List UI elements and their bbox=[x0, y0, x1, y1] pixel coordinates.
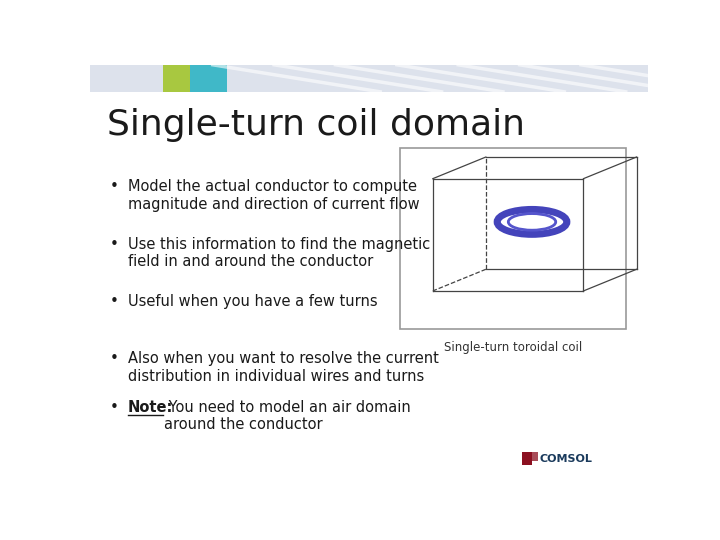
Text: Single-turn coil domain: Single-turn coil domain bbox=[107, 109, 525, 143]
FancyBboxPatch shape bbox=[90, 65, 648, 92]
Text: Single-turn toroidal coil: Single-turn toroidal coil bbox=[444, 341, 582, 354]
FancyBboxPatch shape bbox=[400, 148, 626, 329]
Text: Also when you want to resolve the current
distribution in individual wires and t: Also when you want to resolve the curren… bbox=[128, 352, 438, 384]
Text: Note:: Note: bbox=[128, 400, 174, 415]
Ellipse shape bbox=[508, 214, 556, 230]
FancyBboxPatch shape bbox=[523, 453, 532, 465]
Text: Model the actual conductor to compute
magnitude and direction of current flow: Model the actual conductor to compute ma… bbox=[128, 179, 420, 212]
FancyBboxPatch shape bbox=[190, 65, 227, 92]
FancyBboxPatch shape bbox=[532, 453, 538, 461]
Text: •: • bbox=[109, 294, 118, 309]
Text: Useful when you have a few turns: Useful when you have a few turns bbox=[128, 294, 377, 309]
Text: •: • bbox=[109, 237, 118, 252]
Text: •: • bbox=[109, 352, 118, 366]
Text: COMSOL: COMSOL bbox=[539, 454, 592, 463]
Text: •: • bbox=[109, 400, 118, 415]
Text: You need to model an air domain
around the conductor: You need to model an air domain around t… bbox=[164, 400, 411, 432]
Text: Use this information to find the magnetic
field in and around the conductor: Use this information to find the magneti… bbox=[128, 237, 430, 269]
FancyBboxPatch shape bbox=[163, 65, 190, 92]
Text: •: • bbox=[109, 179, 118, 194]
